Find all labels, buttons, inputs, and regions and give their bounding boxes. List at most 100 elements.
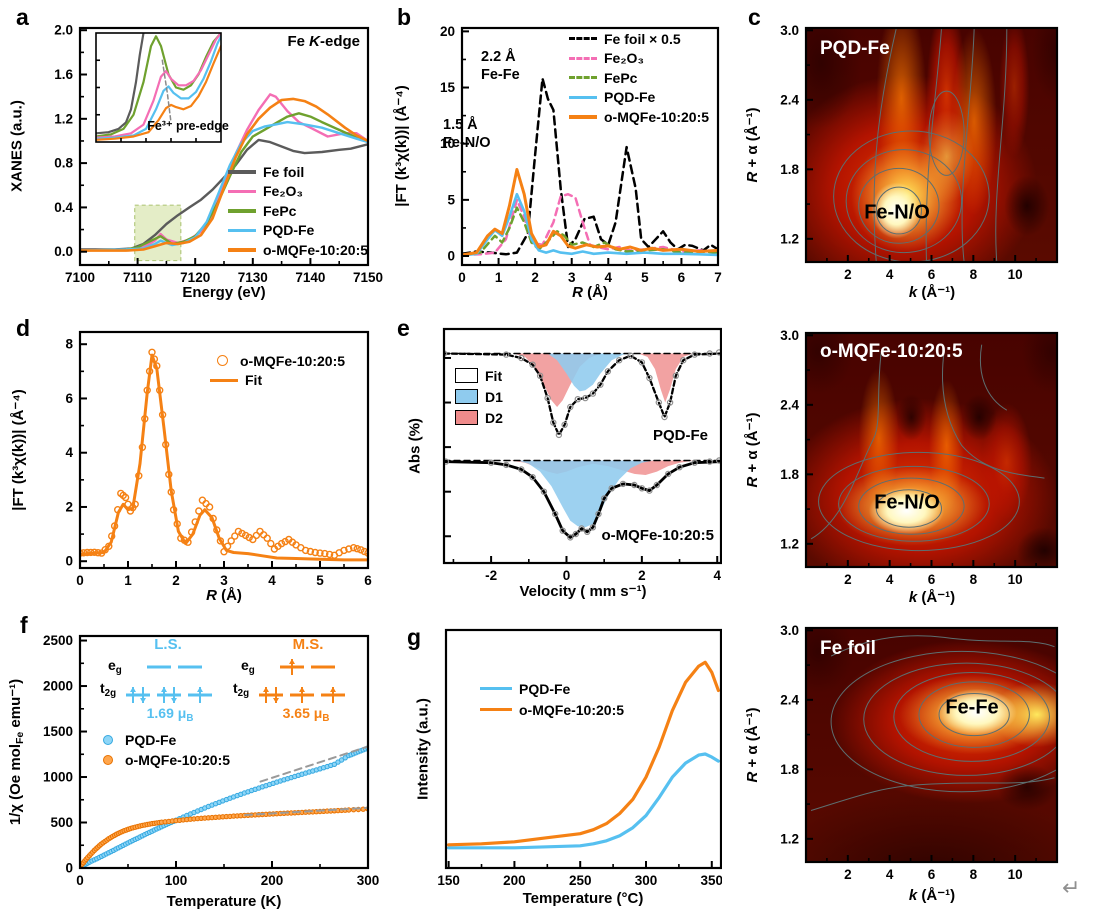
y-tick-label: 1.8 [780, 762, 799, 777]
x-tick-label: 8 [970, 572, 978, 587]
x-tick-label: 300 [635, 873, 658, 888]
marker [550, 419, 557, 426]
Curie-Weiss fit o-MQFe [244, 806, 368, 816]
legend-item: D1 [455, 386, 503, 407]
paragraph-return-mark: ↵ [1062, 876, 1081, 901]
marker [281, 537, 289, 546]
e-legend: Fit D1 D2 [455, 365, 503, 428]
ann-line: 2.2 Å [481, 49, 516, 65]
heatmap-title: PQD-Fe [820, 38, 890, 59]
marker [277, 539, 286, 548]
marker [364, 549, 368, 557]
f-y-pre: 1/χ (Oe mol [7, 744, 24, 826]
f-y-post: emu⁻¹) [7, 678, 24, 732]
x-tick-label: 0 [458, 270, 466, 285]
c-y-label-it: R [744, 771, 761, 783]
y-tick-label: 1.2 [780, 536, 799, 551]
ann-line: Fe-N/O [443, 135, 491, 151]
marker [567, 534, 574, 541]
eg-sub: g [248, 665, 255, 676]
x-tick-label: 250 [569, 873, 592, 888]
legend-label: o-MQFe-10:20:5 [604, 108, 710, 125]
y-tick-label: 1.2 [780, 831, 799, 846]
line-swatch [228, 189, 256, 193]
marker [672, 372, 679, 380]
x-tick-label: 10 [1008, 867, 1023, 882]
x-tick-label: 3 [568, 270, 576, 285]
legend-item: o-MQFe-10:20:5 [210, 351, 345, 371]
marker [680, 357, 687, 364]
exafs-fit-chart: 0 1 2 3 4 5 6 0 2 4 6 8 [65, 330, 372, 588]
x-tick-label: 8 [970, 867, 978, 882]
x-tick-label: 0 [76, 873, 84, 888]
legend-item: Fit [210, 371, 345, 391]
fe-k-edge-it: K [309, 33, 320, 50]
fe2o3-pre [96, 33, 221, 139]
x-tick-label: 7100 [65, 270, 95, 285]
marker [551, 510, 559, 518]
plot-area [80, 745, 368, 868]
marker [561, 421, 568, 429]
marker [646, 374, 653, 382]
spin-arrow-head [140, 698, 146, 703]
x-tick-label: 7120 [180, 270, 210, 285]
o-MQFe-10:20:5 [447, 660, 720, 847]
mossbauer-chart: -2 0 2 4 [442, 327, 723, 583]
y-tick-label: 0.8 [54, 156, 73, 171]
spin-arrow-head [289, 659, 295, 664]
x-tick-label: 2 [844, 267, 852, 282]
panel-c3: 2 4 6 8 10 1.2 1.8 2.4 3.0 R + α (Å⁻¹) k (Å⁻¹) F… [722, 610, 1102, 919]
marker [256, 527, 264, 536]
marker [715, 457, 721, 464]
marker [655, 399, 662, 406]
legend-item: PQD-Fe [96, 730, 230, 750]
eg-pre: e [108, 657, 116, 673]
FePc [462, 206, 718, 257]
box-swatch-d2 [455, 410, 478, 425]
marker [638, 485, 646, 492]
x-tick-label: 7 [714, 270, 722, 285]
panel-label-e: e [397, 315, 410, 341]
Curie-Weiss fit PQD [259, 745, 368, 783]
legend-label: PQD-Fe [263, 222, 315, 239]
marker [487, 459, 495, 466]
y-tick-label: 0.0 [54, 244, 73, 259]
x-tick-label: 200 [503, 873, 526, 888]
x-tick-label: 10 [1008, 572, 1023, 587]
contour-lines [811, 636, 1092, 811]
marker [691, 351, 698, 358]
x-tick-label: 4 [886, 267, 894, 282]
o-MQFe-10:20:5 [80, 97, 368, 252]
b-y-axis-label: |FT (k³χ(k))| (Å⁻⁴) [393, 85, 410, 207]
marker [349, 543, 358, 552]
legend-label: Fit [245, 372, 263, 389]
pre-edge-note: Fe³⁺ pre-edge [147, 119, 229, 133]
marker [249, 535, 257, 544]
a-x-axis-label: Energy (eV) [182, 284, 266, 301]
marker [502, 351, 510, 358]
marker [231, 532, 239, 540]
marker [604, 368, 612, 375]
x-tick-label: 7150 [353, 270, 383, 285]
fe-no-annotation: 1.5 Å Fe-N/O [443, 116, 491, 152]
line-swatch [228, 248, 256, 252]
fe-k-edge-pre: Fe [287, 33, 310, 50]
legend-label: o-MQFe-10:20:5 [125, 752, 231, 768]
box-swatch-fit [455, 368, 478, 383]
ann-line: Fe-Fe [481, 67, 520, 83]
PQD-Fe [80, 120, 368, 252]
marker [536, 372, 544, 380]
marker [578, 525, 585, 532]
y-tick-label: 0.4 [54, 200, 73, 215]
marker [316, 549, 324, 557]
marker [544, 394, 551, 402]
spin-arrow-head [330, 687, 336, 692]
pqd-pre [96, 35, 221, 140]
spin-arrow-head [273, 698, 279, 703]
heatmap-title: o-MQFe-10:20:5 [820, 341, 963, 362]
circle-swatch [217, 355, 228, 367]
wavelet-map-fefoil: 2 4 6 8 10 1.2 1.8 2.4 3.0 [780, 623, 1092, 882]
Fit [80, 353, 368, 562]
panel-label-c: c [748, 4, 761, 30]
